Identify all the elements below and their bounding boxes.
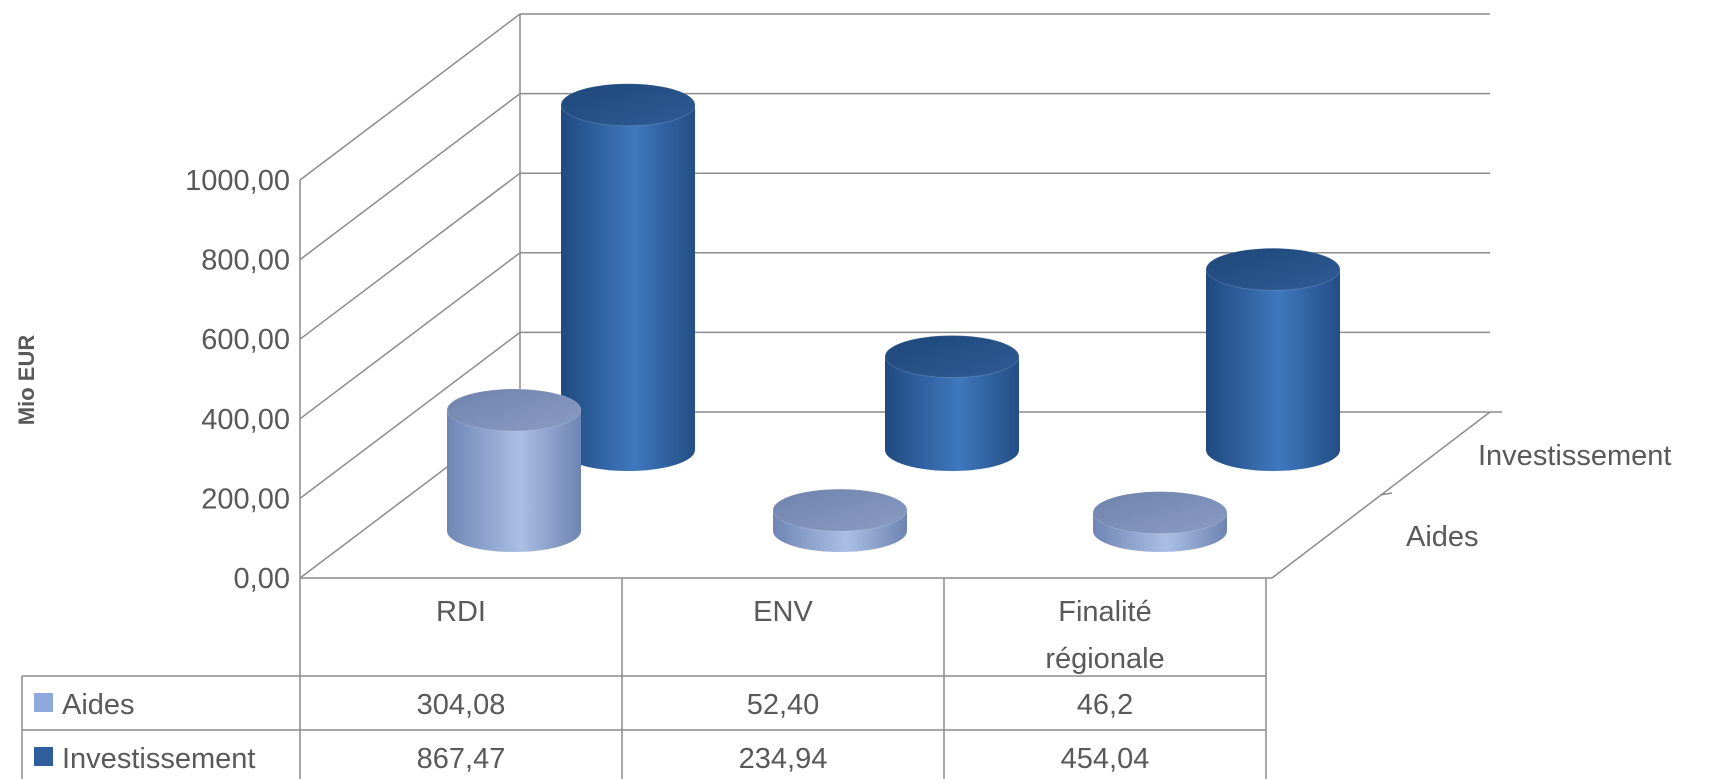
table-cell-value: 454,04 — [1061, 743, 1150, 775]
table-cell-value: 46,2 — [1077, 689, 1133, 721]
gridline-side — [299, 172, 521, 340]
data-table: RDI ENV Finalité régionale Aides 304,08 52,40 4… — [21, 578, 1267, 779]
legend-label: Aides — [62, 689, 135, 721]
gridline-side — [299, 252, 521, 420]
bar-investissement-0 — [561, 104, 695, 471]
table-cell-value: 304,08 — [417, 689, 506, 721]
gridline-side — [299, 13, 521, 181]
table-cell-value: 234,94 — [739, 743, 828, 775]
y-tick-label: 800,00 — [201, 245, 290, 277]
y-tick-label: 600,00 — [201, 324, 290, 356]
depth-label: Investissement — [1478, 440, 1671, 472]
bar-aides-0 — [447, 409, 581, 552]
gridline-side — [299, 331, 521, 499]
bar-investissement-2 — [1206, 269, 1340, 471]
y-tick-label: 0,00 — [234, 563, 290, 595]
bar-top-investissement-1 — [884, 334, 1020, 378]
y-axis-title: Mio EUR — [14, 335, 39, 426]
legend-label: Investissement — [62, 743, 255, 775]
bars-layer — [446, 83, 1341, 552]
category-label: Finalité — [1058, 596, 1152, 628]
table-cell-value: 867,47 — [417, 743, 506, 775]
bar-top-investissement-0 — [560, 83, 696, 127]
y-tick-label: 1000,00 — [185, 165, 290, 197]
gridline-spare — [300, 0, 520, 180]
bar-top-investissement-2 — [1205, 247, 1341, 291]
y-tick-label: 400,00 — [201, 404, 290, 436]
bar-top-aides-1 — [772, 488, 908, 532]
bar-top-aides-2 — [1092, 491, 1228, 535]
depth-label: Aides — [1406, 521, 1479, 553]
category-label: RDI — [436, 596, 486, 628]
depth-axis-tick — [1379, 492, 1393, 496]
legend-swatch-aides — [34, 693, 53, 712]
bar-investissement-1 — [885, 356, 1019, 471]
category-label: ENV — [753, 596, 813, 628]
table-cell-value: 52,40 — [747, 689, 820, 721]
category-label: régionale — [1045, 643, 1164, 675]
gridline-side — [299, 93, 521, 261]
bar-top-aides-0 — [446, 388, 582, 432]
legend-swatch-investissement — [34, 747, 53, 766]
y-tick-label: 200,00 — [201, 483, 290, 515]
